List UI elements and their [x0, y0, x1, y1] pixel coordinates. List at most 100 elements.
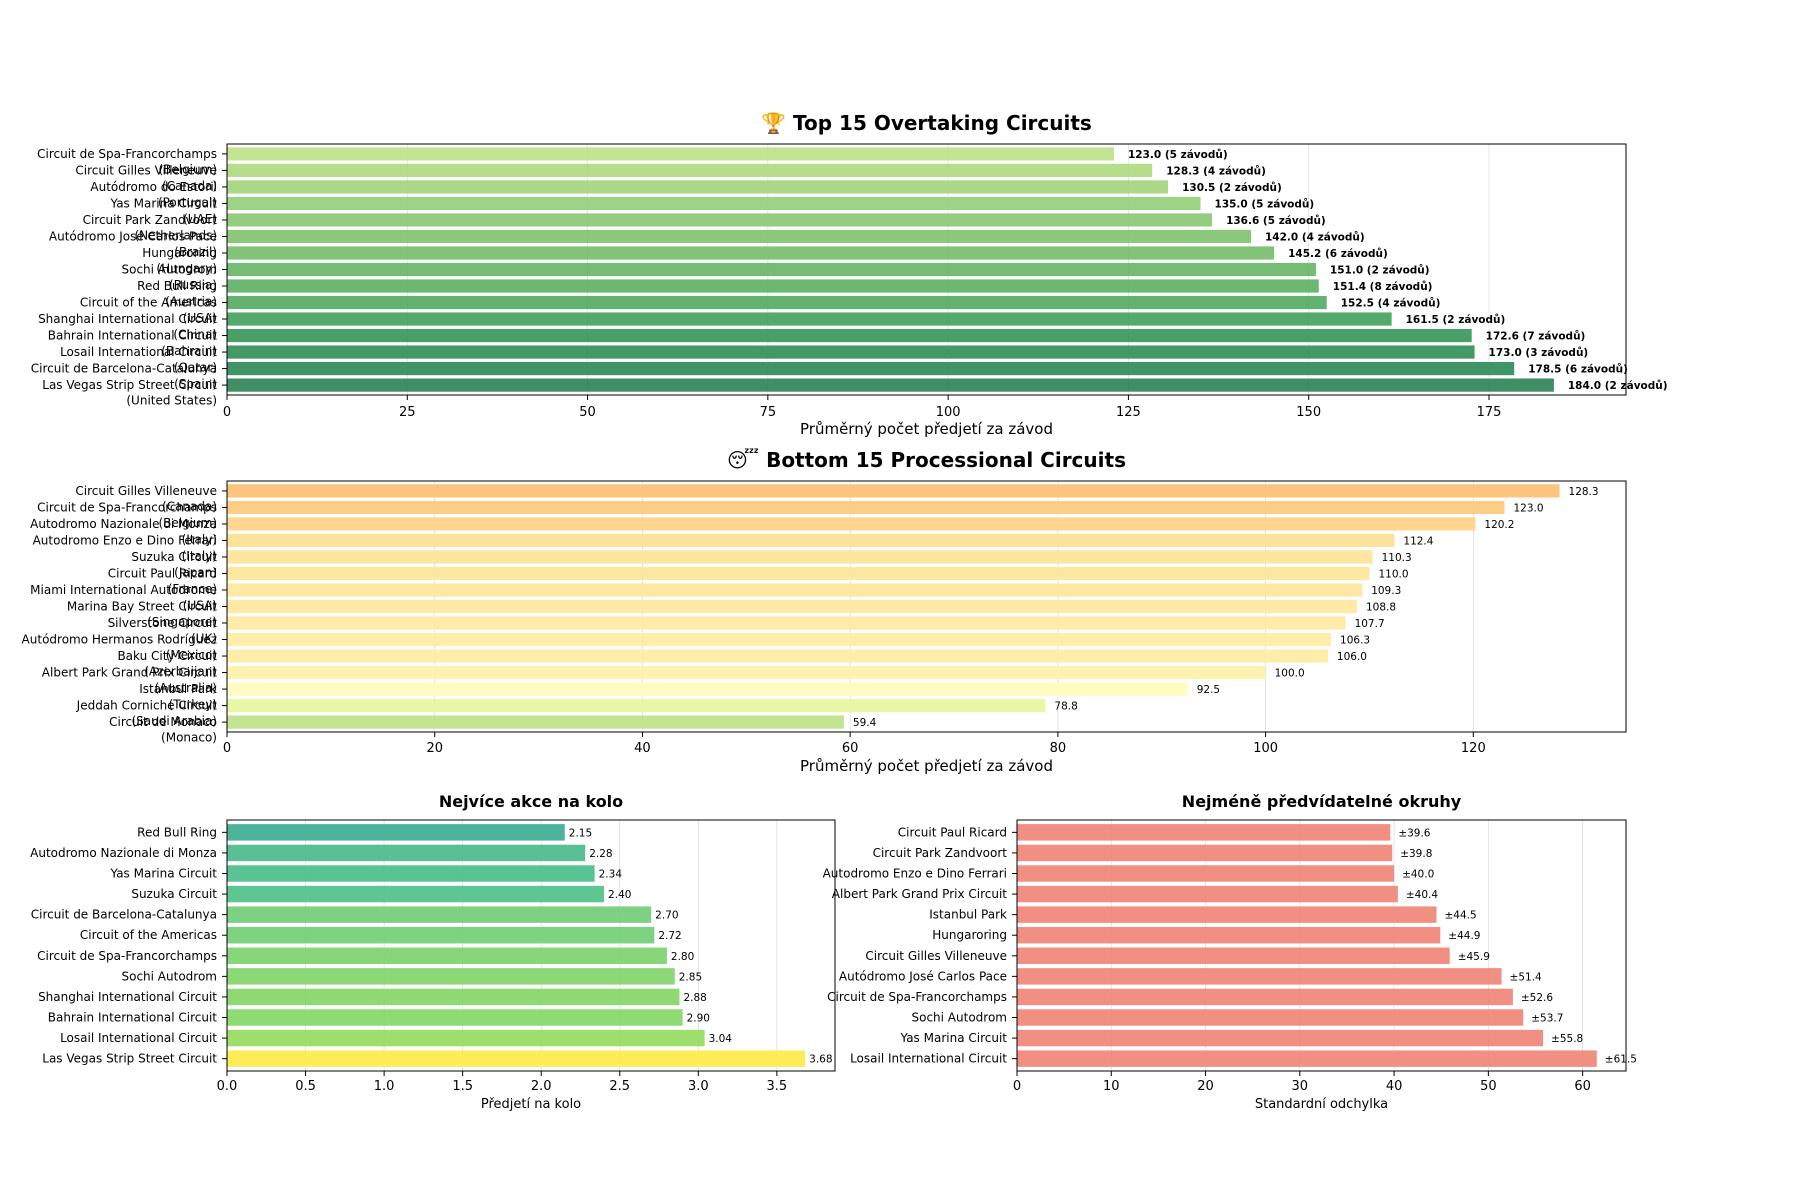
category-label-line: Autódromo do Estoril	[90, 180, 217, 194]
category-label-line: (China)	[173, 328, 217, 342]
x-axis-label: Předjetí na kolo	[481, 1097, 581, 1112]
category-label: Circuit de Spa-Francorchamps	[37, 949, 217, 963]
x-axis-label: Standardní odchylka	[1255, 1097, 1388, 1112]
category-label: Circuit of the Americas (USA)	[80, 296, 217, 326]
category-label: Autodromo Enzo e Dino Ferrari (Italy)	[33, 533, 217, 563]
category-label: Autódromo do Estoril (Portugal)	[90, 180, 217, 210]
bar	[1017, 988, 1513, 1006]
category-label: Red Bull Ring (Austria)	[137, 279, 217, 309]
category-label-line: (Singapore)	[147, 615, 217, 629]
category-label: Istanbul Park	[929, 908, 1007, 922]
bar	[227, 715, 844, 729]
data-label: 2.88	[683, 992, 706, 1004]
category-label-line: Autódromo Hermanos Rodríguez	[22, 633, 217, 647]
category-label-line: Albert Park Grand Prix Circuit	[42, 666, 217, 680]
data-label: 108.8	[1366, 602, 1396, 614]
category-label-line: Istanbul Park	[139, 682, 217, 696]
category-label-line: Bahrain International Circuit	[48, 329, 218, 343]
bar	[227, 378, 1554, 392]
category-label-line: Circuit Gilles Villeneuve	[75, 163, 217, 177]
axes-frame	[1016, 819, 1627, 1072]
category-label: Circuit Park Zandvoort (Netherlands)	[83, 213, 218, 243]
category-label-line: (Mexico)	[166, 648, 217, 662]
bar	[227, 484, 1560, 498]
category-label-line: (Austria)	[165, 295, 217, 309]
xtick-label: 100	[936, 405, 961, 420]
category-label: Hungaroring	[932, 928, 1007, 942]
xtick-label: 50	[1480, 1079, 1497, 1094]
bar	[1017, 1009, 1524, 1026]
data-label: 109.3	[1371, 585, 1401, 597]
chart-unpredictable: ±39.6 Circuit Paul Ricard ±39.8 Circuit Par…	[823, 792, 1637, 1112]
category-label: Albert Park Grand Prix Circuit	[832, 887, 1007, 901]
data-label: 110.0	[1378, 568, 1408, 580]
category-label-line: (France)	[168, 582, 217, 596]
xtick-label: 75	[760, 405, 777, 420]
category-label-line: Jeddah Corniche Circuit	[76, 699, 218, 713]
data-label: 106.3	[1340, 635, 1370, 647]
xtick-label: 60	[842, 741, 859, 756]
bar	[227, 180, 1169, 194]
category-label-line: Autodromo Nazionale di Monza	[30, 517, 217, 531]
xtick-label: 40	[1386, 1079, 1403, 1094]
bar	[227, 147, 1114, 161]
data-label: 110.3	[1382, 552, 1412, 564]
data-label: ±44.5	[1445, 910, 1477, 922]
bar	[227, 988, 680, 1006]
xtick-label: 2.5	[609, 1079, 630, 1094]
xtick-label: 80	[1050, 741, 1067, 756]
data-label: ±40.0	[1402, 868, 1434, 880]
category-label: Hungaroring (Hungary)	[142, 246, 217, 276]
xtick-label: 10	[1103, 1079, 1120, 1094]
category-label-line: Autodromo Enzo e Dino Ferrari	[33, 533, 217, 547]
category-label: Circuit Park Zandvoort	[873, 846, 1008, 860]
data-label: 2.85	[679, 971, 702, 983]
category-label-line: Sochi Autodrom	[122, 263, 218, 277]
bar	[227, 163, 1153, 178]
xtick-label: 30	[1292, 1079, 1309, 1094]
bar	[227, 295, 1327, 310]
category-label-line: Baku City Circuit	[117, 649, 217, 663]
data-label: 123.0 (5 závodů)	[1128, 148, 1228, 161]
xtick-label: 0.0	[217, 1079, 238, 1094]
category-label: Circuit de Spa-Francorchamps (Belgium)	[37, 147, 217, 177]
bar	[227, 885, 605, 903]
category-label: Red Bull Ring	[137, 825, 217, 839]
bar	[227, 213, 1213, 227]
category-label-line: Circuit de Spa-Francorchamps	[37, 500, 217, 514]
category-label: Sochi Autodrom (Russia)	[122, 263, 218, 293]
bar	[227, 865, 595, 882]
data-label: 120.2	[1484, 519, 1514, 531]
data-label: 184.0 (2 závodů)	[1568, 379, 1668, 392]
category-label-line: Shanghai International Circuit	[38, 312, 217, 326]
category-label: Baku City Circuit (Azerbaijan)	[117, 649, 217, 679]
bar	[1017, 906, 1437, 923]
data-label: 112.4	[1403, 535, 1433, 547]
category-label-line: Circuit de Barcelona-Catalunya	[31, 362, 217, 376]
category-label: Losail International Circuit	[850, 1052, 1007, 1066]
bar	[1017, 1029, 1544, 1047]
bar	[227, 649, 1328, 663]
category-label: Circuit Paul Ricard	[898, 825, 1007, 839]
xtick-label: 2.0	[531, 1079, 552, 1094]
xtick-label: 150	[1296, 405, 1321, 420]
bar	[1017, 947, 1450, 965]
category-label: Circuit Gilles Villeneuve	[865, 949, 1007, 963]
bar	[1017, 844, 1393, 862]
xtick-label: 175	[1477, 405, 1502, 420]
category-label: Las Vegas Strip Street Circuit	[42, 1052, 217, 1066]
data-label: 2.70	[655, 910, 678, 922]
category-label-line: (Canada)	[162, 179, 217, 193]
bar	[227, 632, 1332, 647]
bar	[227, 262, 1316, 277]
category-label-line: Suzuka Circuit	[131, 550, 217, 564]
category-label-line: Circuit de Spa-Francorchamps	[37, 147, 217, 161]
category-label: Autodromo Nazionale di Monza	[30, 846, 217, 860]
data-label: 161.5 (2 závodů)	[1406, 313, 1506, 326]
data-label: 142.0 (4 závodů)	[1265, 230, 1365, 243]
category-label: Autódromo José Carlos Pace	[839, 969, 1007, 983]
xtick-label: 3.5	[767, 1079, 788, 1094]
category-label: Sochi Autodrom	[912, 1011, 1008, 1025]
data-label: ±61.5	[1605, 1054, 1637, 1066]
